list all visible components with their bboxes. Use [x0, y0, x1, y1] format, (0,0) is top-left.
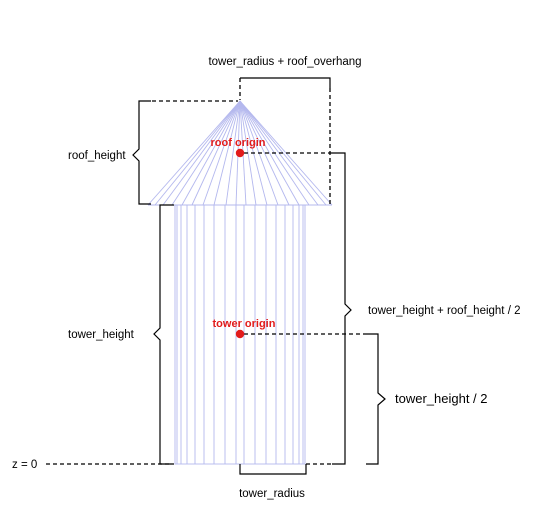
roof-origin-offset-bracket: tower_height + roof_height / 2 [244, 152, 520, 465]
tower-radius-bracket: tower_radius [239, 464, 307, 500]
tower-origin-label: tower origin [213, 318, 276, 330]
tower-height-bracket: tower_height [68, 204, 174, 465]
roof-width-bracket: tower_radius + roof_overhang [208, 56, 362, 204]
roof-height-label: roof_height [68, 150, 126, 162]
ground-line: z = 0 [12, 459, 172, 471]
roof-origin-dot [235, 148, 245, 158]
roof-width-label: tower_radius + roof_overhang [208, 56, 361, 68]
roof-origin-label: roof origin [211, 137, 266, 149]
roof-origin-offset-label: tower_height + roof_height / 2 [368, 305, 520, 317]
tower-origin-dot [235, 329, 245, 339]
tower-height-label: tower_height [68, 329, 135, 341]
roof-height-bracket: roof_height [68, 100, 238, 205]
roof-origin-marker: roof origin [211, 137, 266, 158]
ground-label: z = 0 [12, 459, 37, 471]
tower-origin-offset-label: tower_height / 2 [395, 391, 488, 406]
tower-origin-marker: tower origin [213, 318, 276, 339]
tower-radius-label: tower_radius [239, 488, 305, 500]
tower-origin-offset-bracket: tower_height / 2 [244, 333, 488, 465]
